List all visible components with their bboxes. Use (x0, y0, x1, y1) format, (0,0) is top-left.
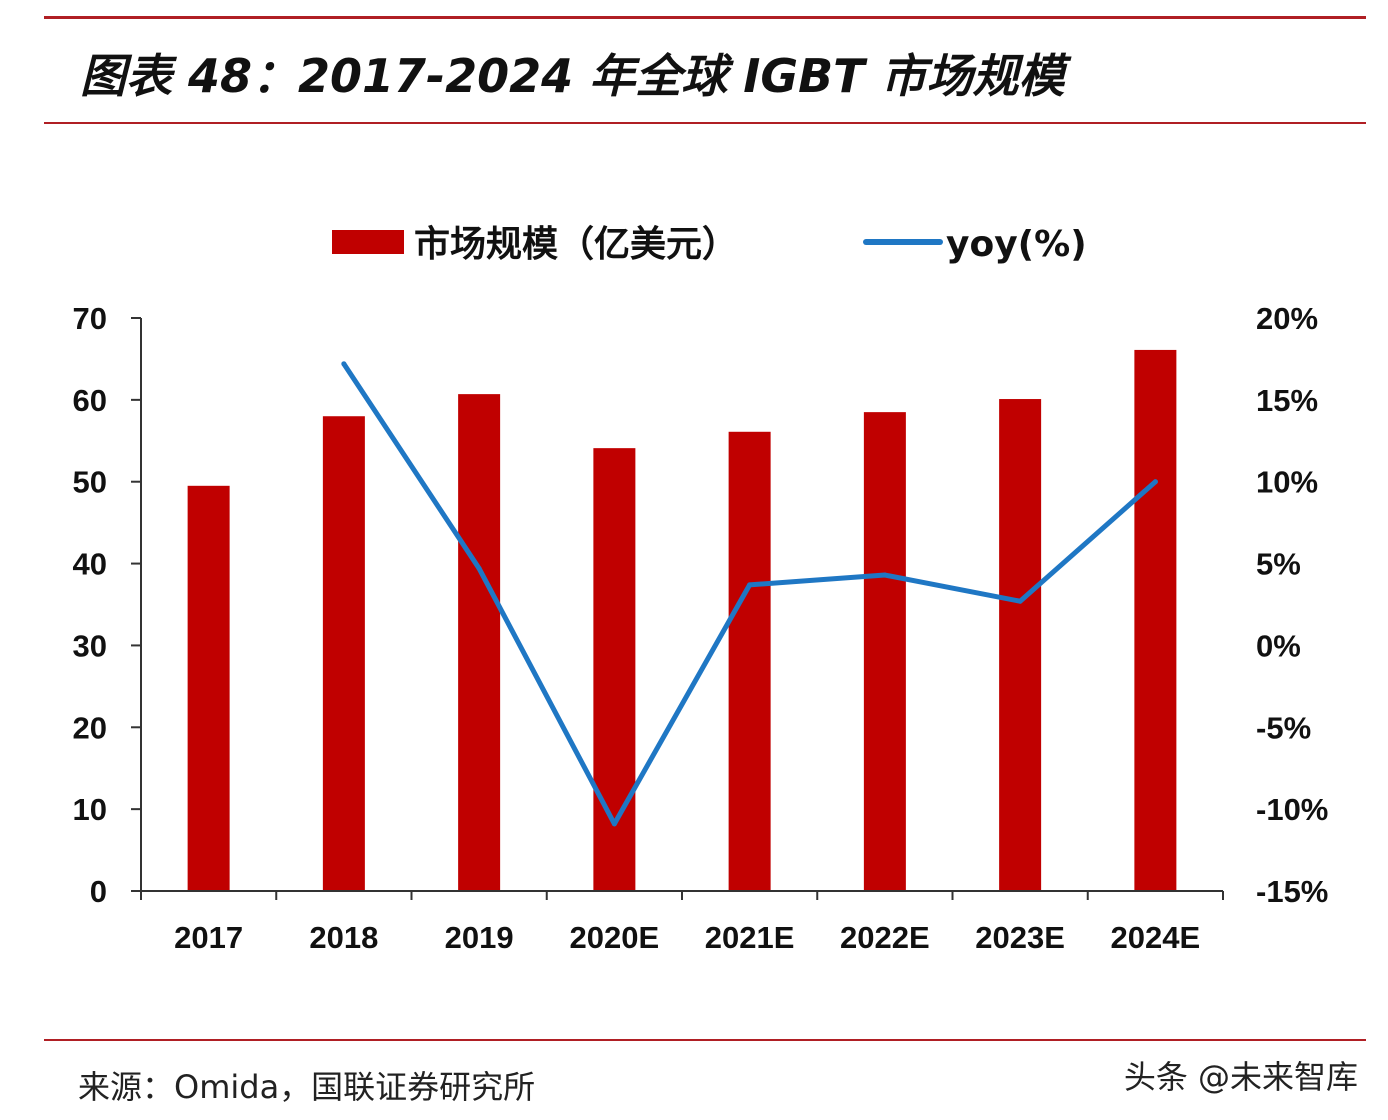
x-tick-label: 2022E (840, 920, 930, 955)
yoy-point (611, 821, 617, 827)
yoy-point (341, 361, 347, 367)
legend-bar-label: 市场规模（亿美元） (414, 224, 738, 265)
left-tick-label: 20 (73, 710, 107, 745)
yoy-point (747, 582, 753, 588)
x-tick-label: 2024E (1111, 920, 1201, 955)
bar (458, 394, 501, 891)
yoy-line-group (341, 361, 1158, 827)
bar (593, 448, 636, 891)
top-rule (44, 16, 1366, 19)
x-tick-label: 2021E (705, 920, 795, 955)
bars-group (187, 349, 1177, 891)
bar (322, 416, 365, 891)
x-tick-label: 2020E (570, 920, 660, 955)
x-tick-label: 2019 (445, 920, 514, 955)
title-rule (44, 122, 1366, 124)
left-tick-label: 10 (73, 792, 107, 827)
chart-canvas: 市场规模（亿美元） yoy(%) 0 10 20 30 40 50 60 70 -15% -10% -… (73, 224, 1329, 955)
left-tick-label: 70 (73, 301, 107, 336)
bar (999, 399, 1042, 891)
x-tick-label: 2023E (975, 920, 1065, 955)
right-tick-label: 20% (1256, 301, 1318, 336)
source-note: 来源：Omida，国联证券研究所 (78, 1068, 536, 1106)
bar (863, 412, 906, 891)
right-tick-label: -10% (1256, 792, 1328, 827)
right-tick-label: 0% (1256, 628, 1301, 663)
left-tick-label: 50 (73, 465, 107, 500)
x-tick-label: 2017 (174, 920, 243, 955)
right-tick-label: 15% (1256, 383, 1318, 418)
left-tick-label: 40 (73, 547, 107, 582)
x-tick-label: 2018 (309, 920, 378, 955)
yoy-point (1017, 598, 1023, 604)
right-tick-label: 10% (1256, 465, 1318, 500)
bar (187, 485, 230, 891)
chart-title: 图表 48：2017-2024 年全球 IGBT 市场规模 (80, 49, 1065, 103)
watermark: 头条 @未来智库 (1123, 1058, 1358, 1096)
yoy-point (1152, 479, 1158, 485)
yoy-point (476, 565, 482, 571)
right-tick-label: -5% (1256, 710, 1311, 745)
left-tick-label: 0 (90, 874, 107, 909)
legend: 市场规模（亿美元） yoy(%) (332, 224, 1087, 265)
legend-bar-swatch (332, 230, 404, 254)
yoy-point (882, 572, 888, 578)
left-tick-label: 30 (73, 628, 107, 663)
bar (728, 431, 771, 891)
bar (1134, 349, 1177, 891)
left-tick-label: 60 (73, 383, 107, 418)
footer-rule (44, 1039, 1366, 1041)
legend-line-label: yoy(%) (946, 224, 1087, 265)
axes-group: 0 10 20 30 40 50 60 70 -15% -10% -5% 0% 5% 10% 15% 20% 2… (73, 301, 1329, 955)
right-tick-label: 5% (1256, 547, 1301, 582)
right-tick-label: -15% (1256, 874, 1328, 909)
